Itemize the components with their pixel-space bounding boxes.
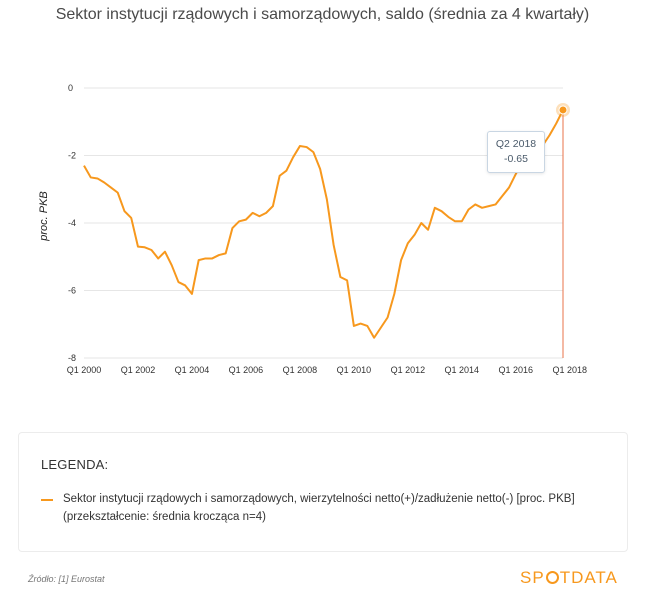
x-tick-label: Q1 2012 — [391, 365, 426, 375]
x-tick-label: Q1 2010 — [337, 365, 372, 375]
line-chart: 0-2-4-6-8 Q1 2000 Q1 2002 Q1 2004 Q1 2006 Q1… — [67, 83, 587, 375]
x-tick-label: Q1 2002 — [121, 365, 156, 375]
grid-lines — [84, 87, 564, 359]
legend-entry[interactable]: Sektor instytucji rządowych i samorządow… — [63, 493, 575, 523]
legend-heading: LEGENDA: — [41, 457, 109, 472]
tooltip-value: -0.65 — [504, 153, 528, 165]
tooltip-period: Q2 2018 — [495, 138, 537, 150]
highlight-point[interactable] — [558, 105, 568, 115]
y-tick-label: -8 — [68, 353, 76, 363]
y-tick-label: 0 — [68, 83, 73, 93]
spotdata-logo[interactable]: SP TDATA — [520, 568, 618, 588]
logo-o-icon — [545, 571, 559, 584]
x-tick-label: Q1 2008 — [283, 365, 318, 375]
logo-text-left: SP — [520, 568, 545, 587]
x-tick-label: Q1 2000 — [67, 365, 102, 375]
y-tick-label: -2 — [68, 151, 76, 161]
y-tick-label: -6 — [68, 286, 76, 296]
legend-panel: LEGENDA: Sektor instytucji rządowych i s… — [18, 432, 628, 552]
data-tooltip: Q2 2018 -0.65 — [487, 131, 545, 173]
y-axis-title: proc. PKB — [38, 191, 50, 241]
source-note: Źródło: [1] Eurostat — [28, 574, 105, 584]
x-tick-labels: Q1 2000 Q1 2002 Q1 2004 Q1 2006 Q1 2008 Q1 20… — [67, 365, 587, 375]
logo-text-right: TDATA — [559, 568, 618, 587]
series-layer — [83, 102, 570, 339]
legend-swatch — [41, 499, 53, 501]
y-tick-label: -4 — [68, 218, 76, 228]
x-tick-label: Q1 2016 — [499, 365, 534, 375]
y-tick-labels: 0 -2 -4 -6 -8 — [68, 83, 76, 363]
series-line[interactable] — [83, 109, 564, 339]
x-tick-label: Q1 2006 — [229, 365, 264, 375]
chart-title: Sektor instytucji rządowych i samorządow… — [55, 6, 590, 23]
x-tick-label: Q1 2014 — [445, 365, 480, 375]
x-tick-label: Q1 2018 — [552, 365, 587, 375]
x-tick-label: Q1 2004 — [175, 365, 210, 375]
